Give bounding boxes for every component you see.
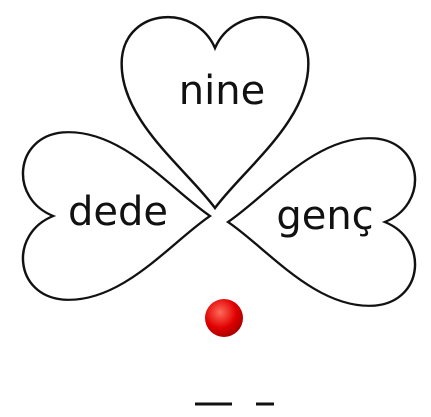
worksheet: nine dede genç [0, 0, 431, 417]
right-word: genç [276, 193, 373, 239]
left-word: dede [68, 189, 168, 235]
top-word: nine [179, 68, 265, 114]
red-dot [205, 299, 243, 337]
